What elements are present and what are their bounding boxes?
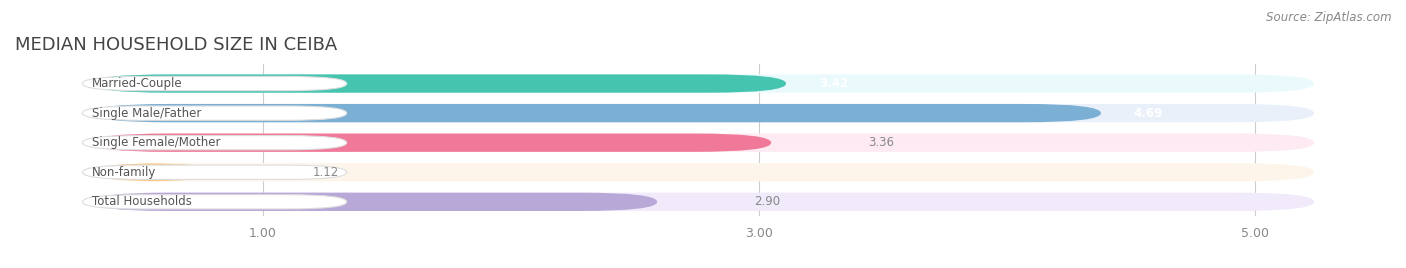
FancyBboxPatch shape <box>83 136 347 150</box>
FancyBboxPatch shape <box>91 133 1315 152</box>
Text: 3.42: 3.42 <box>818 77 848 90</box>
FancyBboxPatch shape <box>91 163 1315 181</box>
FancyBboxPatch shape <box>83 165 347 179</box>
FancyBboxPatch shape <box>91 75 1315 93</box>
Text: MEDIAN HOUSEHOLD SIZE IN CEIBA: MEDIAN HOUSEHOLD SIZE IN CEIBA <box>15 36 337 54</box>
Text: Single Male/Father: Single Male/Father <box>93 107 201 120</box>
Text: Non-family: Non-family <box>93 166 156 179</box>
Text: 1.12: 1.12 <box>312 166 339 179</box>
Text: Single Female/Mother: Single Female/Mother <box>93 136 221 149</box>
Text: Total Households: Total Households <box>93 195 193 208</box>
Text: 4.69: 4.69 <box>1133 107 1163 120</box>
Text: Married-Couple: Married-Couple <box>93 77 183 90</box>
FancyBboxPatch shape <box>91 104 1101 122</box>
Text: 2.90: 2.90 <box>754 195 780 208</box>
FancyBboxPatch shape <box>83 76 347 91</box>
FancyBboxPatch shape <box>91 104 1315 122</box>
FancyBboxPatch shape <box>91 193 657 211</box>
FancyBboxPatch shape <box>83 106 347 120</box>
Text: 3.36: 3.36 <box>868 136 894 149</box>
FancyBboxPatch shape <box>91 75 786 93</box>
FancyBboxPatch shape <box>91 193 1315 211</box>
FancyBboxPatch shape <box>91 163 217 181</box>
FancyBboxPatch shape <box>91 133 770 152</box>
FancyBboxPatch shape <box>83 195 347 209</box>
Text: Source: ZipAtlas.com: Source: ZipAtlas.com <box>1267 11 1392 24</box>
